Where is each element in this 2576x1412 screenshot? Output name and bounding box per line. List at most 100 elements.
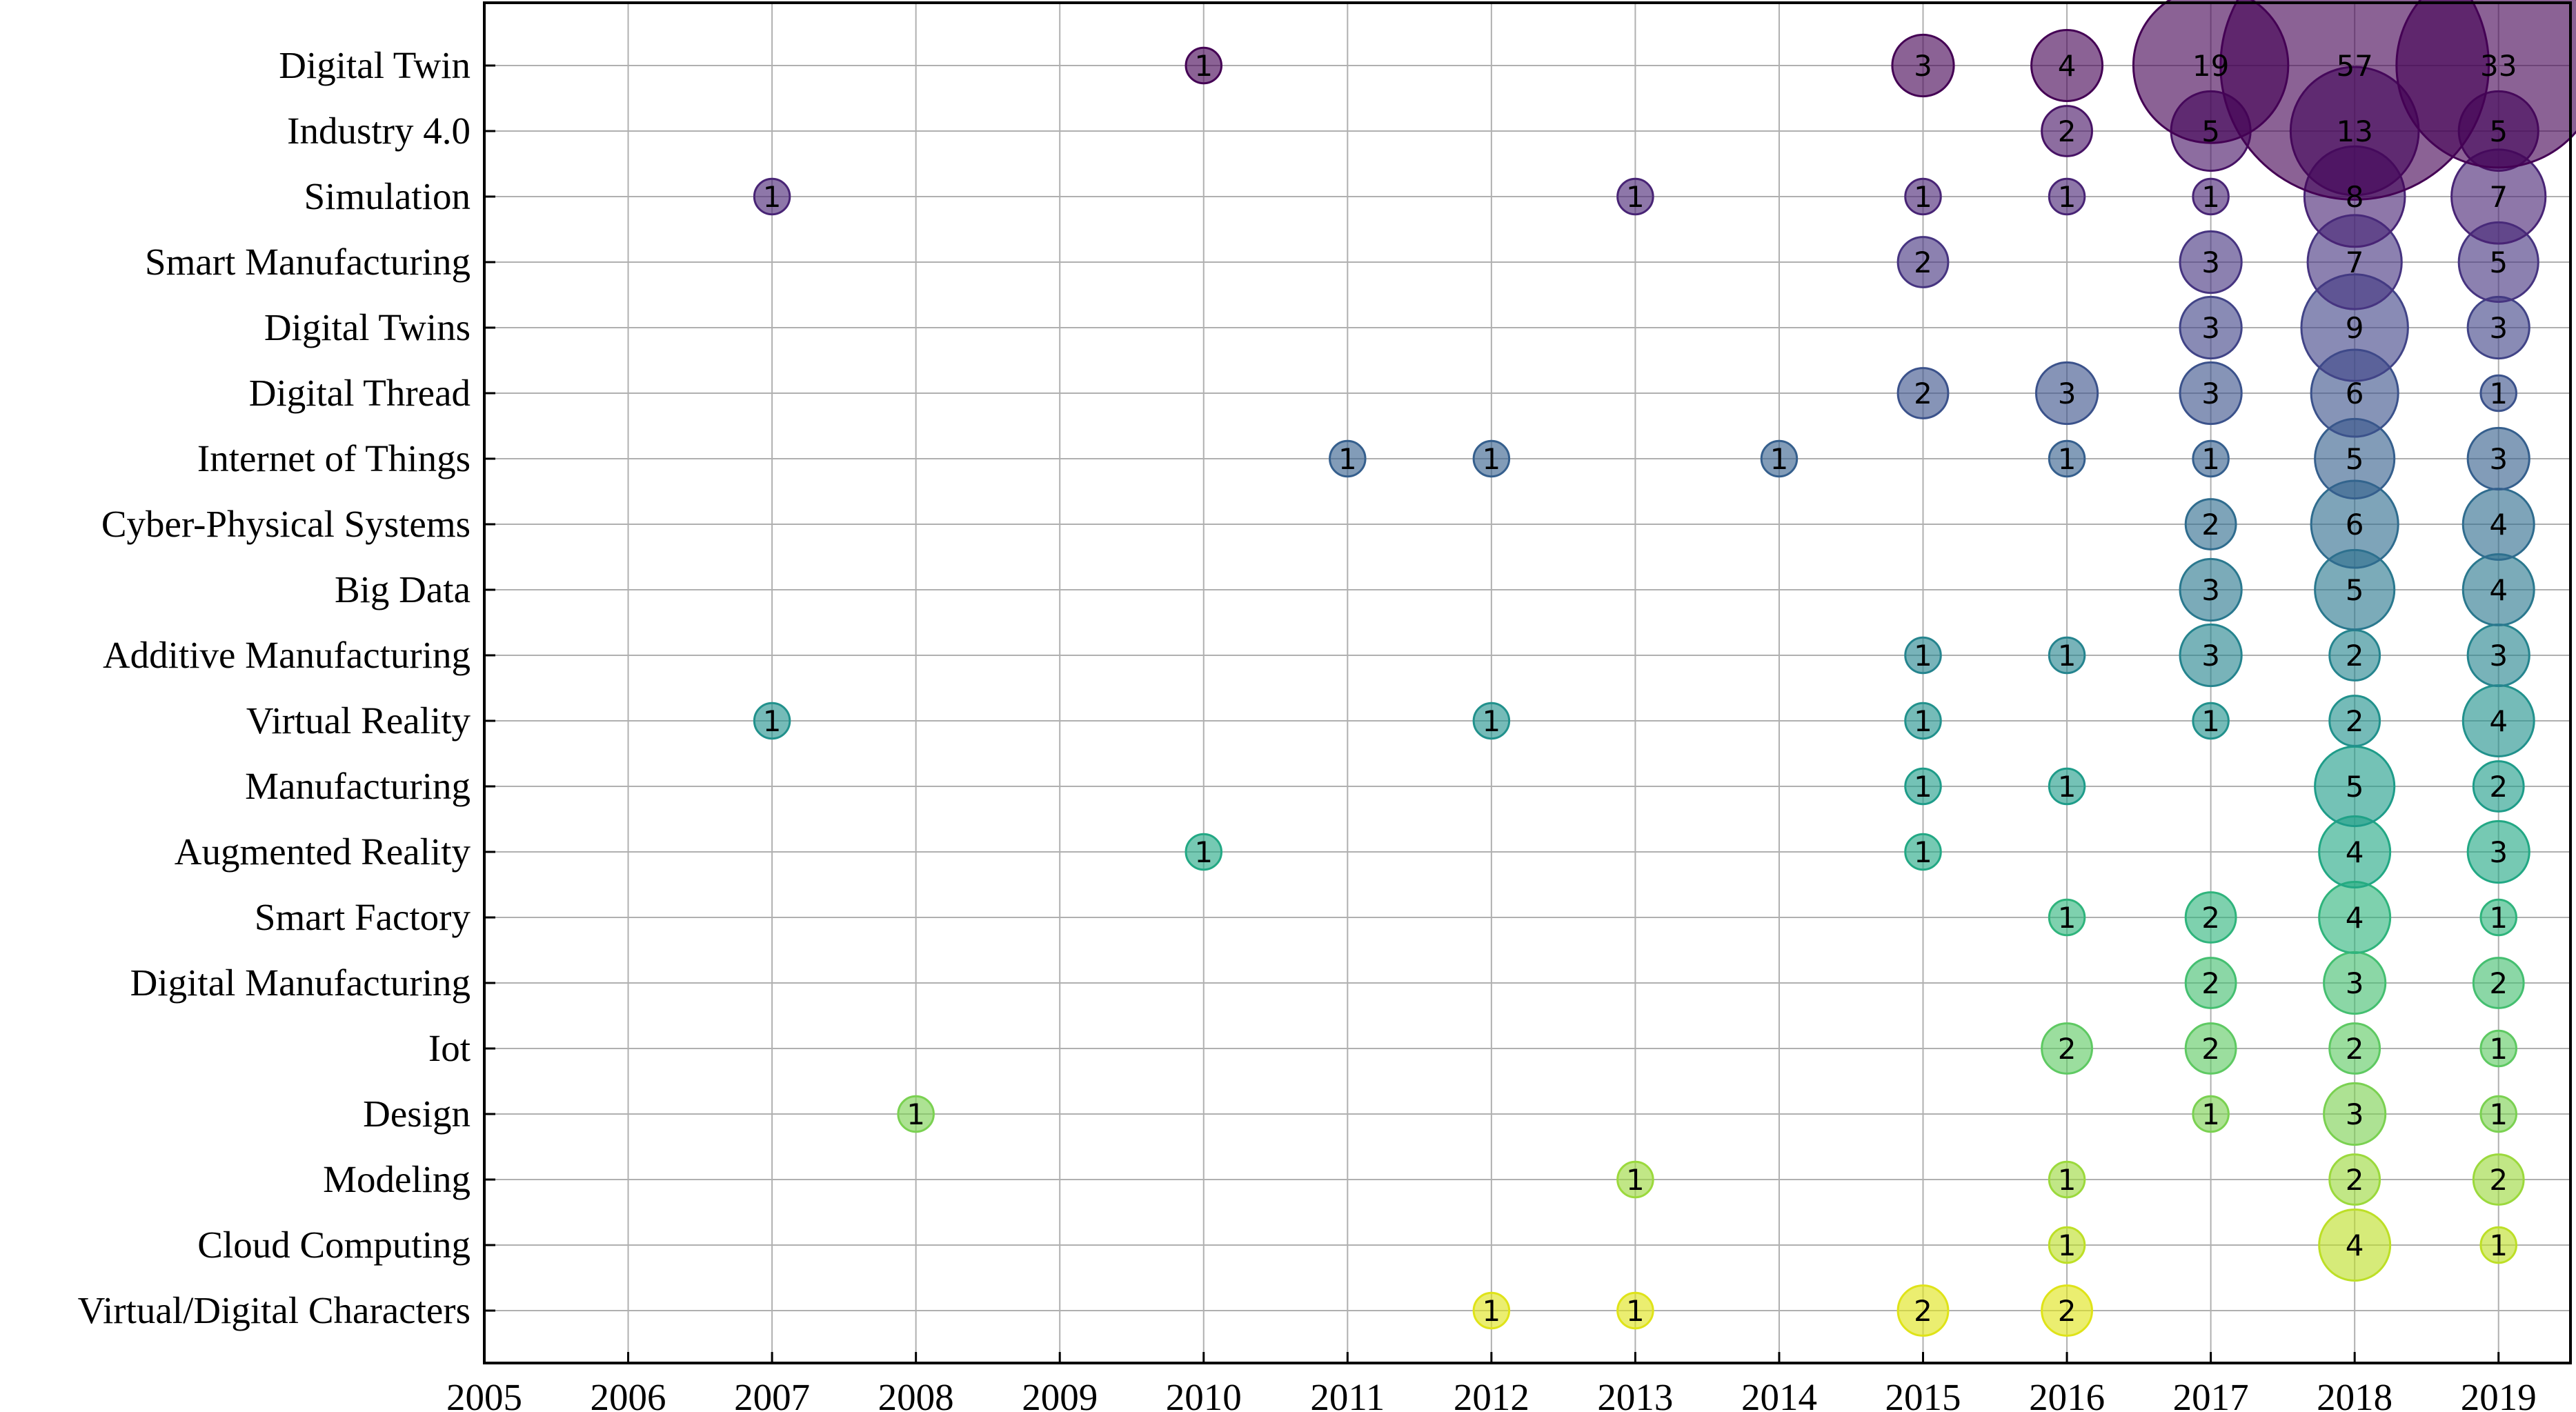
y-category-label: Virtual/Digital Characters [78,1289,470,1331]
bubble [1904,767,1942,806]
bubble-count-label: 1 [2058,639,2077,673]
bubble [2041,105,2093,157]
bubble [1904,702,1942,740]
bubble [1904,636,1942,675]
bubble-count-label: 8 [2346,180,2364,214]
bubble-count-label: 4 [2489,573,2508,607]
bubble-count-label: 2 [2058,1294,2077,1328]
bubble [1185,833,1223,871]
bubble [2048,1226,2086,1264]
bubble-count-label: 1 [1914,770,1932,804]
bubble-circles [753,0,2576,1337]
bubble [2179,361,2243,426]
bubble-count-label: 1 [2201,180,2220,214]
grid [484,3,2570,1363]
x-tick-label: 2014 [1741,1376,1817,1412]
bubble-count-label: 1 [2489,377,2508,410]
x-tick-label: 2005 [446,1376,522,1412]
bubble-count-label: 3 [2201,639,2220,673]
bubble-count-label: 1 [906,1097,925,1131]
bubble [2184,498,2237,550]
x-tick-label: 2006 [591,1376,666,1412]
bubble [2041,1022,2093,1075]
bubble-count-label: 2 [2346,704,2364,738]
bubble [1185,46,1223,85]
bubble [2328,1022,2381,1075]
bubble-count-label: 1 [2489,1032,2508,1066]
bubble-count-label: 1 [2489,1097,2508,1131]
bubble-count-label: 2 [2346,1032,2364,1066]
bubble-count-label: 3 [2489,835,2508,869]
bubble [1616,1160,1654,1199]
bubble-count-label: 1 [1626,1163,1645,1197]
bubble-count-label: 4 [2346,1229,2364,1262]
bubble-count-label: 57 [2336,49,2372,83]
bubble-count-label: 1 [2058,770,2077,804]
bubble-count-label: 3 [2201,377,2220,410]
bubble-count-label: 2 [1914,1294,1932,1328]
y-category-label: Big Data [335,568,470,610]
bubble-count-label: 1 [2489,1229,2508,1262]
bubble [2192,1095,2230,1133]
bubble [1472,1291,1511,1330]
bubble [2048,1160,2086,1199]
y-category-label: Additive Manufacturing [103,634,470,676]
bubble-count-label: 9 [2346,311,2364,345]
y-category-label: Digital Thread [249,372,470,414]
bubble-count-label: 1 [1770,442,1789,476]
bubble [2192,702,2230,740]
x-tick-label: 2019 [2461,1376,2537,1412]
bubble [2179,295,2243,360]
bubble [1472,439,1511,478]
bubble-count-label: 3 [2489,639,2508,673]
bubble-count-labels: 1 3 4 19 57 332 5 13 51 1 1 1 1 8 72 3 7 53 9 32 3 3 6 11 1 1 1 1 5 3… [763,49,2517,1328]
y-category-label: Digital Manufacturing [130,962,470,1004]
bubble-count-label: 1 [1626,1294,1645,1328]
bubble-count-label: 3 [2201,246,2220,279]
bubble [2192,439,2230,478]
bubble-count-label: 3 [2058,377,2077,410]
bubble-count-label: 1 [763,704,782,738]
bubble-count-label: 5 [2346,573,2364,607]
bubble [897,1095,935,1133]
bubble [2030,29,2104,102]
bubble [2472,760,2525,813]
y-category-label: Smart Factory [255,896,471,938]
bubble-count-label: 1 [1914,639,1932,673]
x-tick-label: 2009 [1022,1376,1098,1412]
bubble-count-label: 3 [2489,311,2508,345]
bubble-count-label: 2 [2489,770,2508,804]
bubble-count-label: 1 [2058,1163,2077,1197]
bubble-count-label: 2 [1914,377,1932,410]
bubble-count-label: 1 [1482,1294,1500,1328]
bubble-count-label: 3 [2346,1097,2364,1131]
bubble-count-label: 1 [2201,442,2220,476]
bubble [1904,833,1942,871]
bubble [2472,957,2525,1009]
axis-ticks [483,64,2500,1363]
bubble-count-label: 3 [1914,49,1932,83]
y-category-label: Cyber-Physical Systems [101,503,470,545]
bubble [2479,1226,2517,1264]
y-category-label: Virtual Reality [246,699,471,742]
y-category-label: Design [363,1093,470,1135]
x-axis-labels: 2005 2006 2007 2008 2009 2010 2011 2012 2013 2014… [446,1376,2537,1412]
bubble-count-label: 1 [1914,835,1932,869]
bubble [2048,636,2086,675]
bubble-count-label: 7 [2346,246,2364,279]
bubble [2328,1153,2381,1206]
bubble-count-label: 1 [2058,180,2077,214]
bubble [2179,557,2243,622]
bubble-count-label: 3 [2489,442,2508,476]
bubble-count-label: 7 [2489,180,2508,214]
y-category-label: Manufacturing [245,765,470,807]
bubble-count-label: 1 [1194,49,1213,83]
bubble [2041,1284,2093,1337]
y-category-label: Augmented Reality [175,831,471,873]
bubble [753,702,791,740]
y-category-label: Cloud Computing [197,1224,470,1266]
bubble-count-label: 2 [2058,1032,2077,1066]
bubble [2184,1022,2237,1075]
bubble-count-label: 3 [2201,311,2220,345]
